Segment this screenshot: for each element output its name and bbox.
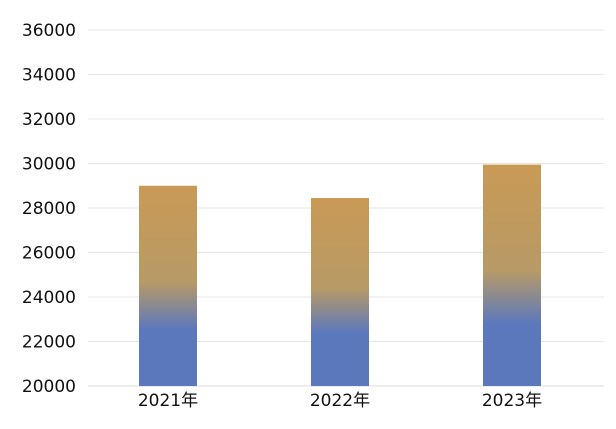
x-axis-ticks: 2021年 2022年 2023年 bbox=[138, 391, 542, 411]
y-tick-label: 24000 bbox=[22, 288, 76, 308]
x-tick-label: 2023年 bbox=[482, 391, 542, 411]
y-axis-ticks: 20000 22000 24000 26000 28000 30000 32000 34000… bbox=[22, 21, 76, 397]
x-tick-label: 2022年 bbox=[310, 391, 370, 411]
y-tick-label: 30000 bbox=[22, 155, 76, 175]
y-tick-label: 34000 bbox=[22, 66, 76, 86]
y-tick-label: 20000 bbox=[22, 377, 76, 397]
y-tick-label: 28000 bbox=[22, 199, 76, 219]
y-tick-label: 22000 bbox=[22, 333, 76, 353]
y-tick-label: 26000 bbox=[22, 244, 76, 264]
y-tick-label: 36000 bbox=[22, 21, 76, 41]
y-tick-label: 32000 bbox=[22, 110, 76, 130]
bars bbox=[139, 164, 541, 386]
bar-2022年 bbox=[311, 197, 369, 386]
x-tick-label: 2021年 bbox=[138, 391, 198, 411]
bar-2021年 bbox=[139, 185, 197, 386]
bar-2023年 bbox=[483, 164, 541, 386]
